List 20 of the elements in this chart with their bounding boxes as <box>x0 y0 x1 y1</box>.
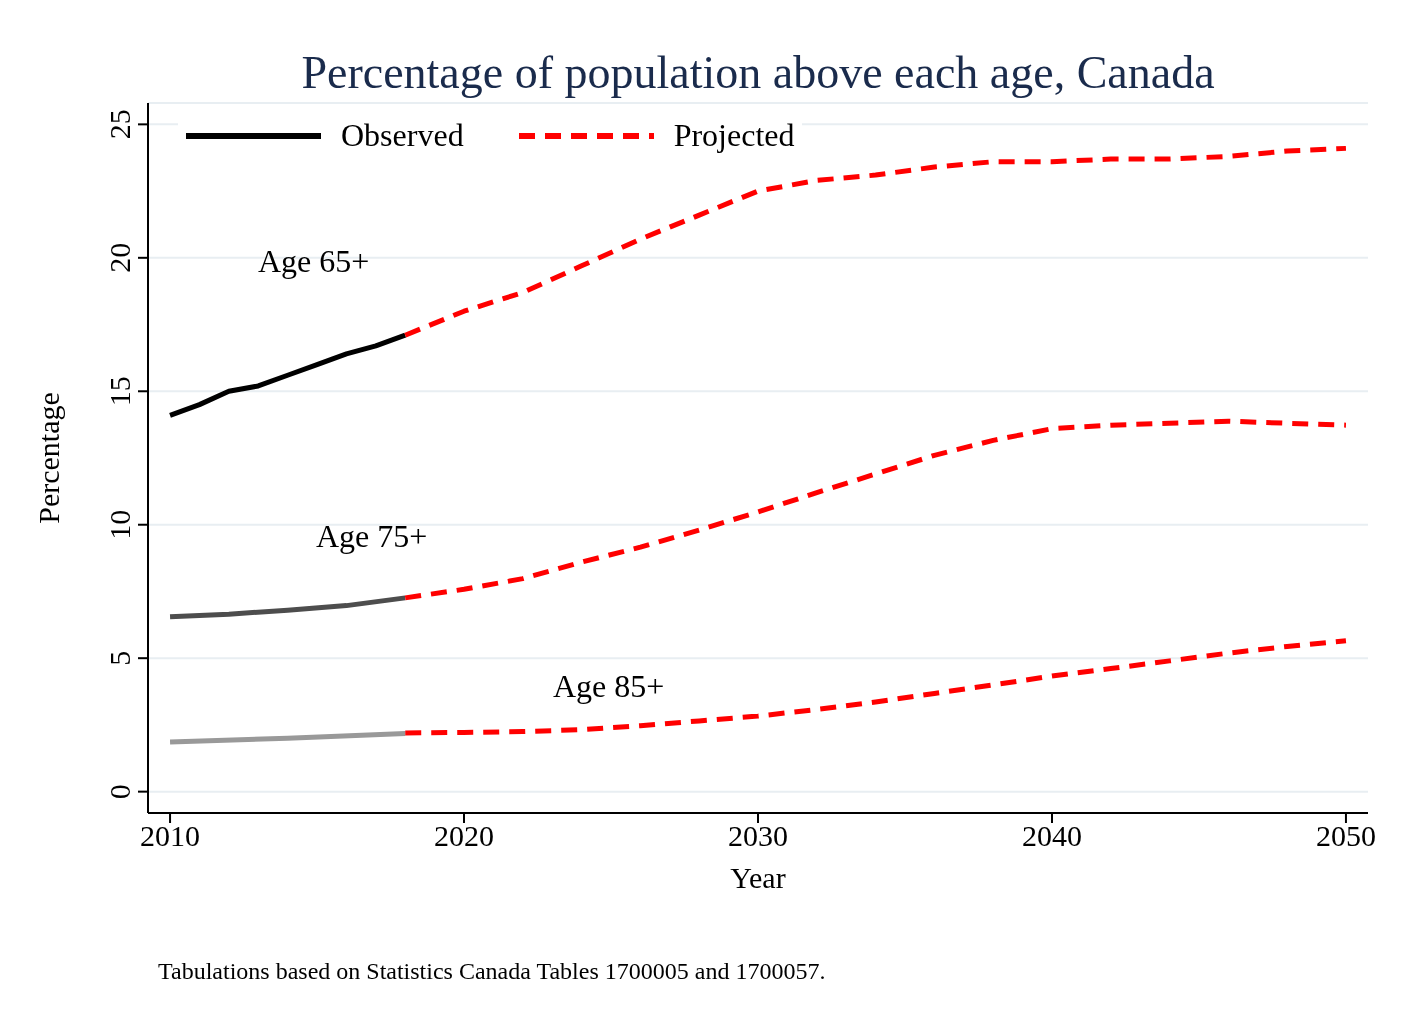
annotation: Age 75+ <box>316 518 428 555</box>
legend-label: Observed <box>341 117 464 154</box>
x-tick-label: 2020 <box>434 819 495 853</box>
y-tick-label: 25 <box>103 109 136 140</box>
x-tick-label: 2010 <box>140 819 201 853</box>
y-axis-title: Percentage <box>31 392 65 524</box>
y-tick-label: 10 <box>103 509 136 540</box>
annotation: Age 65+ <box>258 243 370 280</box>
annotation: Age 85+ <box>553 668 665 705</box>
y-tick-label: 5 <box>103 650 136 666</box>
y-tick-label: 0 <box>103 784 136 800</box>
x-axis-title: Year <box>730 861 786 894</box>
y-tick-label: 20 <box>103 242 136 273</box>
text: Tabulations based on Statistics Canada Tables 1700005 and 1700057. <box>158 958 826 985</box>
x-tick-label: 2040 <box>1021 819 1082 853</box>
chart-title: Percentage of population above each age, Canada <box>300 46 1216 99</box>
x-tick-label: 2030 <box>728 819 788 853</box>
legend-label: Projected <box>673 117 795 154</box>
y-tick-label: 15 <box>103 376 136 407</box>
x-tick-label: 2050 <box>1315 819 1376 853</box>
